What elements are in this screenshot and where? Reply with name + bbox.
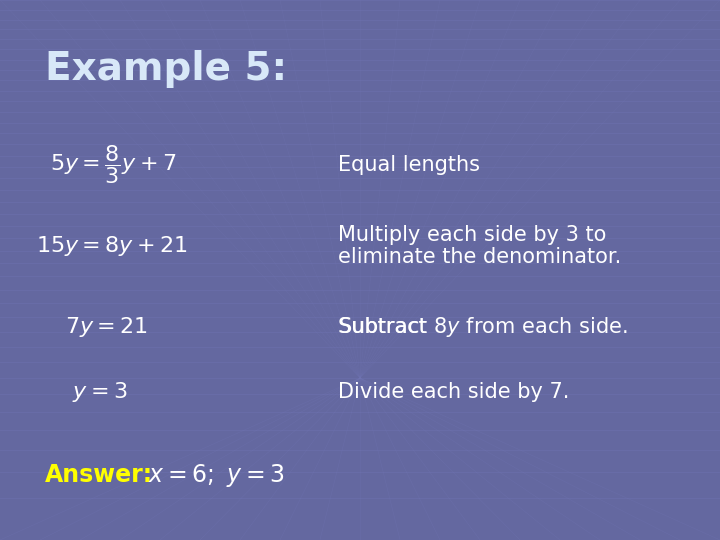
Text: Equal lengths: Equal lengths <box>338 154 480 175</box>
Text: Subtract $8y$ from each side.: Subtract $8y$ from each side. <box>338 315 628 339</box>
Text: $y = 3$: $y = 3$ <box>72 380 127 403</box>
Text: Subtract: Subtract <box>338 316 433 337</box>
Text: eliminate the denominator.: eliminate the denominator. <box>338 247 621 267</box>
Text: $7y = 21$: $7y = 21$ <box>65 315 148 339</box>
Text: Example 5:: Example 5: <box>45 50 287 88</box>
Text: Divide each side by 7.: Divide each side by 7. <box>338 381 570 402</box>
Text: $x = 6;\ y = 3$: $x = 6;\ y = 3$ <box>148 462 285 489</box>
Text: $15y = 8y + 21$: $15y = 8y + 21$ <box>36 234 188 258</box>
Text: $5y = \dfrac{8}{3}y + 7$: $5y = \dfrac{8}{3}y + 7$ <box>50 143 176 186</box>
Text: Answer:: Answer: <box>45 463 153 487</box>
Text: Multiply each side by 3 to: Multiply each side by 3 to <box>338 225 607 245</box>
